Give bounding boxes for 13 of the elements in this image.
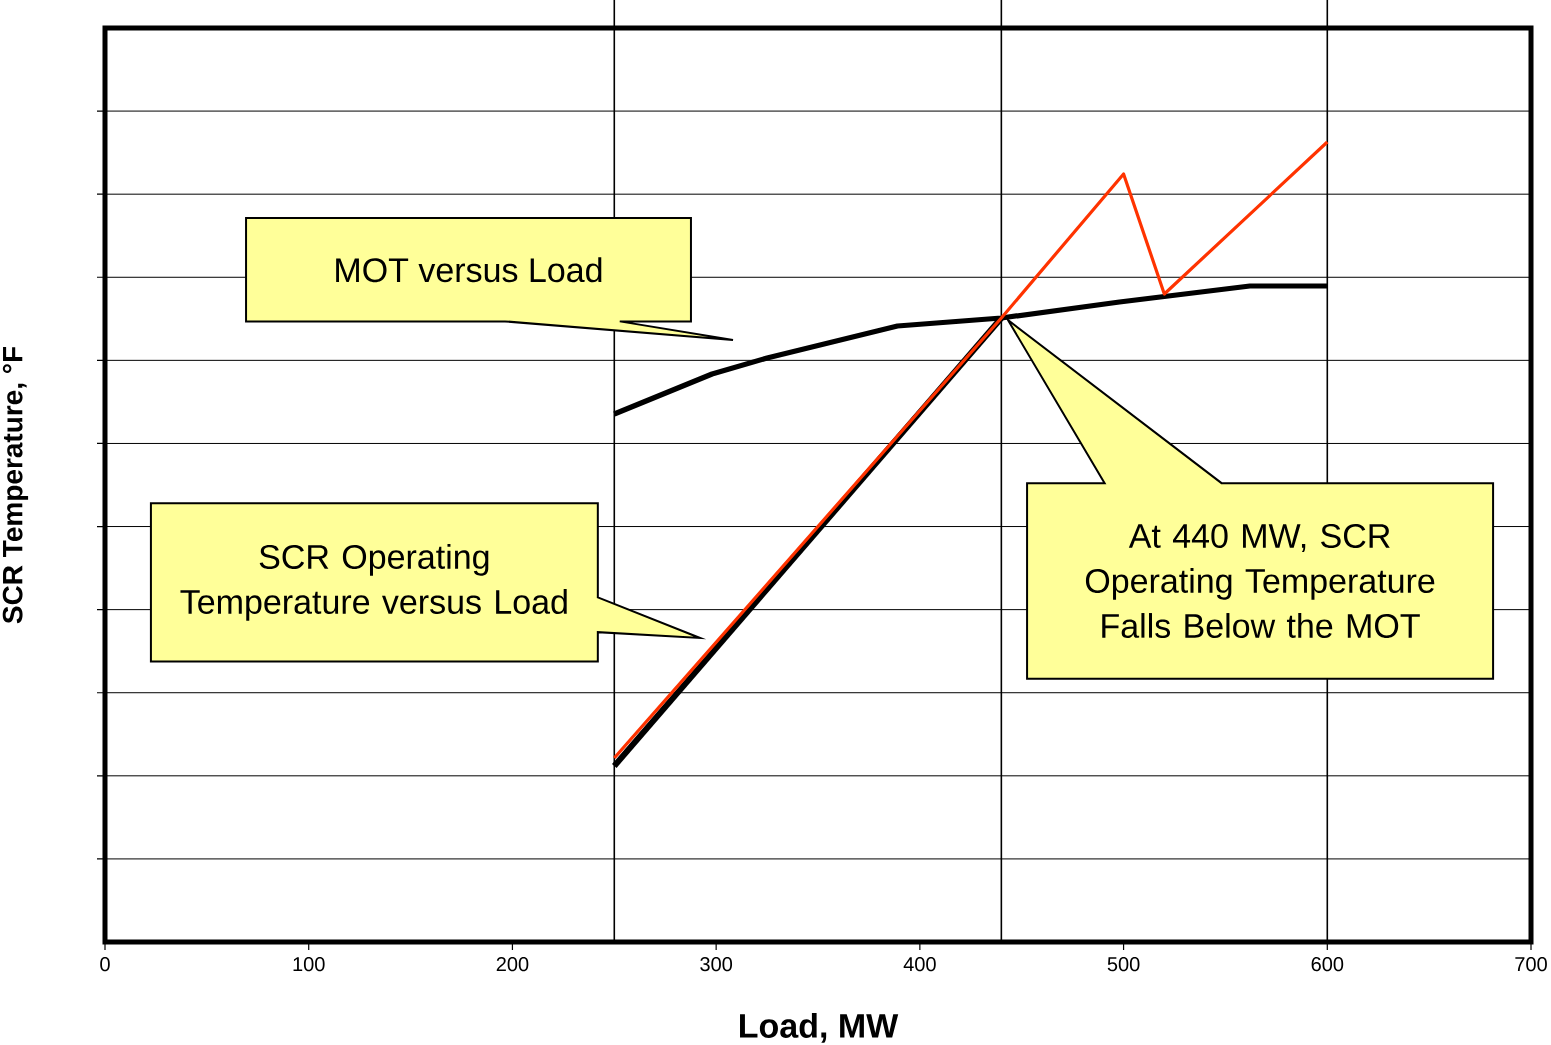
annotation: At 440 MW, SCR Operating Temperature Falls Below the MOT [1085, 523, 1435, 639]
x-tick-label: 300 [700, 957, 733, 972]
x-tick-label: 200 [496, 957, 529, 972]
x-tick-label: 100 [293, 957, 325, 972]
x-axis-title: Load, MW [740, 1012, 899, 1043]
x-tick-label: 0 [100, 957, 110, 972]
annotation: MOT versus Load [336, 257, 602, 283]
y-axis-title: SCR Temperature, °F [2, 346, 29, 624]
x-tick-label: 400 [903, 957, 936, 972]
x-tick-label: 500 [1107, 957, 1140, 972]
x-tick-label: 700 [1515, 957, 1547, 972]
x-tick-label: 600 [1311, 957, 1344, 972]
annotation: SCR Operating Temperature versus Load [180, 544, 567, 621]
